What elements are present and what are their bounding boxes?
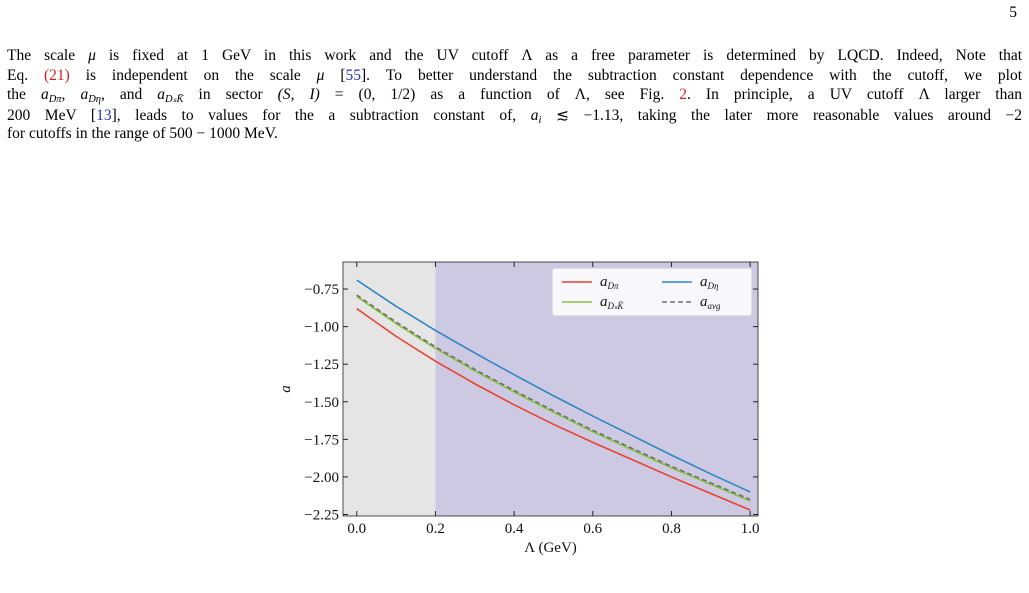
text-run: Eq. <box>7 67 44 84</box>
y-tick-label: −1.75 <box>304 432 339 448</box>
text: is independent on the scale <box>69 66 317 84</box>
text-run: μ <box>88 47 96 64</box>
text-run: for cutoffs in the range of 500 − 1000 M… <box>7 125 278 142</box>
shade-region <box>343 262 436 516</box>
text: 2 <box>679 86 688 103</box>
y-tick-label: −1.50 <box>304 395 339 411</box>
text: the <box>7 86 41 103</box>
y-tick-label: −2.25 <box>304 507 339 523</box>
text-run: The scale <box>7 47 88 64</box>
x-tick-label: 0.8 <box>662 521 681 537</box>
subscript: DₛK̄ <box>165 94 184 105</box>
text-run: aDπ <box>40 86 62 105</box>
text: for cutoffs in the range of 500 − 1000 M… <box>7 125 278 142</box>
text-run: ], leads to values for the a subtraction… <box>112 107 531 124</box>
text-run: 13 <box>96 107 112 124</box>
text-run: 2 <box>679 86 687 103</box>
text-run: 200 MeV [ <box>7 107 96 124</box>
text: in sector <box>183 86 278 103</box>
text: μ <box>88 47 96 64</box>
text: a <box>80 86 89 103</box>
x-axis-label: Λ (GeV) <box>524 540 577 556</box>
subscript: i <box>538 114 542 126</box>
x-tick-label: 0.2 <box>426 521 445 537</box>
y-axis-label: a <box>278 385 294 393</box>
y-tick-label: −1.25 <box>304 357 339 373</box>
text: ], leads to values for the a subtraction… <box>111 106 531 124</box>
text-run: [ <box>324 67 345 84</box>
x-tick-label: 0.0 <box>347 521 366 537</box>
legend-subscript: Dπ <box>607 281 619 291</box>
text-run: ai <box>530 106 542 126</box>
text: (S, I) <box>277 86 320 103</box>
text-run: ≲ −1.13, taking the later more reasonabl… <box>541 107 1022 124</box>
x-tick-label: 0.6 <box>583 521 602 537</box>
line-series <box>356 307 751 511</box>
line-series <box>356 279 751 493</box>
text-line: The scale μ is fixed at 1 GeV in this wo… <box>7 47 1022 65</box>
plot-frame <box>342 261 759 517</box>
line-series <box>356 295 751 502</box>
x-tick-label: 1.0 <box>741 521 760 537</box>
legend-box <box>551 267 753 317</box>
text-run: is independent on the scale <box>70 67 317 84</box>
y-tick-label: −1.00 <box>304 320 339 336</box>
text: (21) <box>43 66 70 84</box>
text-line: Eq. (21) is independent on the scale μ [… <box>7 67 1022 85</box>
text-run: = (0, 1/2) as a function of Λ, see Fig. <box>320 86 679 103</box>
text: . In principle, a UV cutoff Λ larger tha… <box>687 86 1022 103</box>
text: ≲ −1.13, taking the later more reasonabl… <box>541 106 1022 124</box>
text: ]. To better understand the subtraction … <box>361 66 1023 84</box>
text-run: is fixed at 1 GeV in this work and the U… <box>96 47 1022 64</box>
text-run: , and <box>101 86 157 103</box>
text: 13 <box>96 106 112 124</box>
text: [ <box>324 66 346 84</box>
text: 55 <box>345 66 362 84</box>
text: a <box>157 86 166 103</box>
text-run: aDη <box>80 86 101 105</box>
text: , and <box>100 86 158 103</box>
text-run: in sector <box>184 86 278 103</box>
y-tick-label: −0.75 <box>304 282 339 298</box>
text: a <box>40 86 49 103</box>
text: Eq. <box>7 66 44 84</box>
x-tick-label: 0.4 <box>505 521 524 537</box>
line-series <box>356 294 751 501</box>
text: The scale <box>7 47 89 64</box>
subscript: Dη <box>88 94 101 105</box>
text-run: 55 <box>346 67 362 84</box>
text: a <box>530 106 539 124</box>
text-run: . In principle, a UV cutoff Λ larger tha… <box>687 86 1022 103</box>
text-run: (21) <box>44 67 70 84</box>
text-run: aDₛK̄ <box>157 86 184 105</box>
text: 200 MeV [ <box>7 106 97 124</box>
subscript: Dπ <box>48 94 62 105</box>
text: μ <box>316 66 325 84</box>
text-run: the <box>7 86 41 103</box>
text-run: (S, I) <box>278 86 320 103</box>
text: is fixed at 1 GeV in this work and the U… <box>95 47 1023 64</box>
y-tick-label: −2.00 <box>304 470 339 486</box>
legend-subscript: DₛK̄ <box>607 301 625 311</box>
legend-subscript: avg <box>708 301 721 311</box>
legend-subscript: Dη <box>707 281 719 291</box>
text: , <box>61 86 81 103</box>
text-line: for cutoffs in the range of 500 − 1000 M… <box>7 125 1022 143</box>
page-number: 5 <box>1009 4 1017 21</box>
text-run: ]. To better understand the subtraction … <box>361 67 1022 84</box>
text-run: , <box>62 86 81 103</box>
text-line: 200 MeV [13], leads to values for the a … <box>7 106 1022 126</box>
text-run: μ <box>317 67 325 84</box>
text-line: the aDπ, aDη, and aDₛK̄ in sector (S, I)… <box>7 86 1022 105</box>
text: = (0, 1/2) as a function of Λ, see Fig. <box>319 86 680 103</box>
